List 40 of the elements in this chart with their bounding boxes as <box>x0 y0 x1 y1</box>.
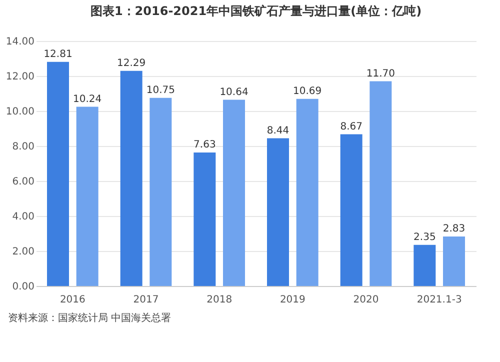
data-label: 2.83 <box>442 223 466 234</box>
y-tick-label: 14.00 <box>6 36 34 48</box>
text: 资料来源：国家统计局 中国海关总署 <box>7 312 172 325</box>
x-tick-label: 2019 <box>280 294 306 306</box>
y-tick-label: 2.00 <box>12 246 34 258</box>
data-label: 10.69 <box>293 86 322 97</box>
data-label: 8.67 <box>340 121 362 132</box>
bar <box>267 138 289 286</box>
bar <box>443 236 465 286</box>
bar <box>370 81 392 286</box>
bar <box>296 98 318 286</box>
x-tick-label: 2016 <box>60 294 86 306</box>
bar <box>150 98 172 286</box>
bar <box>223 100 245 286</box>
bar <box>120 70 142 286</box>
x-tick-label: 2018 <box>206 294 232 306</box>
data-label: 8.44 <box>266 125 290 136</box>
y-tick-label: 0.00 <box>12 282 34 292</box>
data-label: 2.35 <box>414 232 436 243</box>
bar <box>340 134 362 286</box>
y-tick-label: 8.00 <box>12 142 34 152</box>
bar <box>194 152 216 286</box>
data-label: 11.70 <box>366 68 395 80</box>
data-label: 12.29 <box>117 58 146 69</box>
y-tick-label: 10.00 <box>6 106 34 118</box>
y-tick-label: 6.00 <box>12 176 34 188</box>
bar <box>47 62 69 286</box>
y-tick-label: 4.00 <box>12 212 34 222</box>
x-tick-label: 2017 <box>133 294 159 306</box>
data-label: 10.64 <box>220 86 248 98</box>
bar <box>414 244 436 286</box>
chart-title: 图表1：2016-2021年中国铁矿石产量与进口量(单位：亿吨) <box>90 4 422 18</box>
bar <box>76 106 98 286</box>
y-tick-label: 12.00 <box>6 72 34 82</box>
data-label: 12.81 <box>44 48 72 60</box>
x-tick-label: 2021.1-3 <box>416 294 462 306</box>
data-label: 10.75 <box>146 84 175 96</box>
data-label: 7.63 <box>194 139 216 150</box>
data-label: 10.24 <box>73 94 102 105</box>
x-tick-label: 2020 <box>353 294 379 306</box>
